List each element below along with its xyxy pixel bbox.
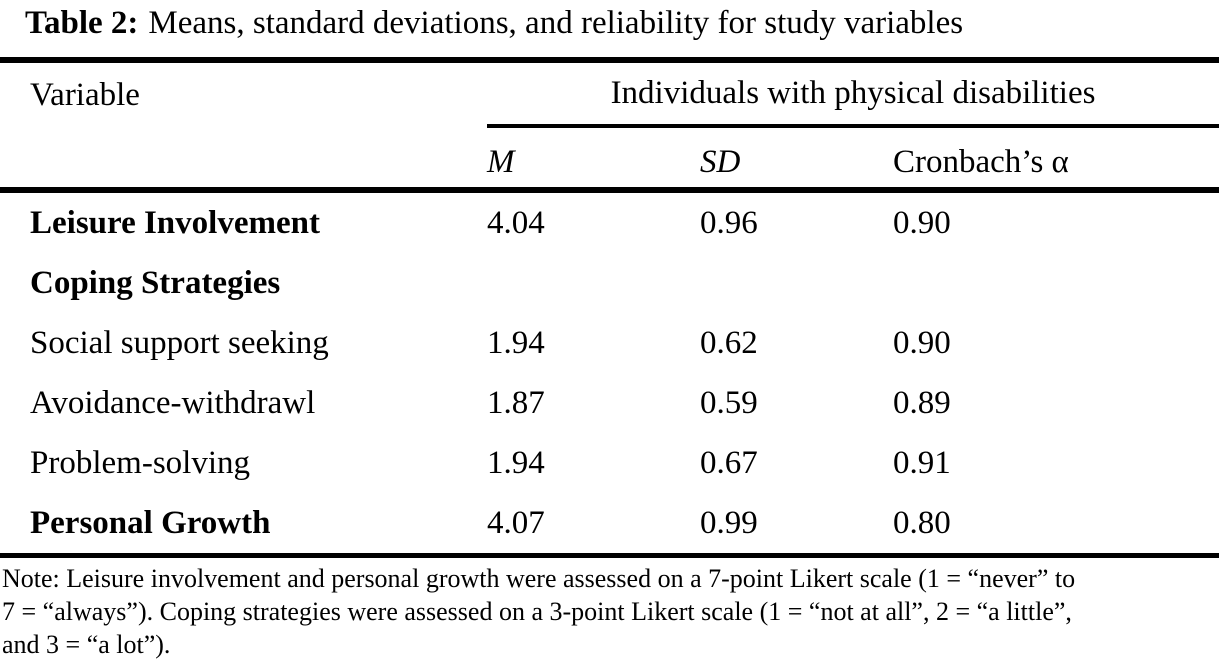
row-sd: 0.67 (700, 444, 758, 481)
row-mean: 1.87 (487, 384, 545, 421)
row-variable: Avoidance-withdrawl (30, 384, 316, 421)
row-variable: Coping Strategies (30, 264, 281, 301)
table-row-leisure-involvement: Leisure Involvement 4.04 0.96 0.90 (0, 193, 1219, 253)
table-row-social-support-seeking: Social support seeking 1.94 0.62 0.90 (0, 313, 1219, 373)
row-mean: 4.04 (487, 204, 545, 241)
table-caption-label: Table 2: (25, 5, 139, 41)
row-sd: 0.59 (700, 384, 758, 421)
table-row-problem-solving: Problem-solving 1.94 0.67 0.91 (0, 433, 1219, 493)
row-mean: 1.94 (487, 324, 545, 361)
header-rule (0, 187, 1219, 193)
table-body: Leisure Involvement 4.04 0.96 0.90 Copin… (0, 193, 1219, 553)
row-alpha: 0.90 (893, 204, 951, 241)
note-line-3: and 3 = “a lot”). (2, 630, 171, 659)
table-row-avoidance-withdrawl: Avoidance-withdrawl 1.87 0.59 0.89 (0, 373, 1219, 433)
row-sd: 0.96 (700, 204, 758, 241)
header-spacer (0, 181, 487, 187)
row-variable: Leisure Involvement (30, 204, 320, 241)
row-variable: Personal Growth (30, 504, 271, 541)
row-sd: 0.99 (700, 504, 758, 541)
table-caption: Table 2: Means, standard deviations, and … (0, 0, 1219, 57)
column-header-sd: SD (700, 144, 741, 180)
note-line-2: 7 = “always”). Coping strategies were as… (2, 597, 1072, 626)
table-note: Note: Leisure involvement and personal g… (0, 558, 1219, 661)
top-rule (0, 57, 1219, 63)
table-row-coping-strategies: Coping Strategies (0, 253, 1219, 313)
column-header-cronbach-alpha: Cronbach’s α (893, 144, 1069, 180)
row-alpha: 0.91 (893, 444, 951, 481)
row-mean: 1.94 (487, 444, 545, 481)
table-caption-text: Means, standard deviations, and reliabil… (148, 5, 964, 41)
row-alpha: 0.90 (893, 324, 951, 361)
column-header-variable: Variable (30, 77, 140, 113)
column-header-m: M (487, 144, 515, 180)
table-row-personal-growth: Personal Growth 4.07 0.99 0.80 (0, 493, 1219, 553)
row-mean: 4.07 (487, 504, 545, 541)
header-row-spanner: Variable Individuals with physical disab… (0, 63, 1219, 128)
row-alpha: 0.89 (893, 384, 951, 421)
row-variable: Social support seeking (30, 324, 329, 361)
row-alpha: 0.80 (893, 504, 951, 541)
row-sd: 0.62 (700, 324, 758, 361)
row-variable: Problem-solving (30, 444, 250, 481)
header-row-stats: M SD Cronbach’s α (0, 128, 1219, 187)
note-line-1: Note: Leisure involvement and personal g… (2, 564, 1076, 593)
column-group-header: Individuals with physical disabilities (487, 63, 1219, 128)
bottom-rule (0, 553, 1219, 558)
